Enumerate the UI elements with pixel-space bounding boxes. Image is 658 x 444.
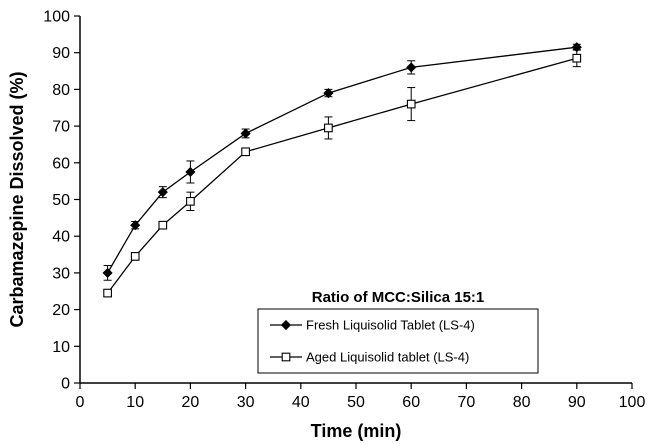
y-tick-label: 100	[43, 9, 70, 26]
data-point	[130, 252, 140, 261]
data-point	[102, 267, 113, 278]
legend-title: Ratio of MCC:Silica 15:1	[312, 289, 485, 306]
x-tick-label: 80	[513, 394, 531, 411]
y-tick-label: 30	[52, 265, 70, 282]
data-point	[240, 128, 251, 139]
x-tick-label: 70	[458, 394, 476, 411]
y-tick-label: 50	[52, 192, 70, 209]
legend-entries: Fresh Liquisolid Tablet (LS-4) Aged Liqui…	[270, 318, 475, 365]
x-tick-label: 20	[182, 394, 200, 411]
legend-box	[257, 308, 539, 374]
legend-entry-2: Aged Liquisolid tablet (LS-4)	[270, 350, 469, 365]
x-tick-label: 100	[619, 394, 646, 411]
series-layer	[102, 42, 582, 298]
data-point	[103, 288, 112, 298]
data-point	[406, 99, 416, 109]
legend-label: Fresh Liquisolid Tablet (LS-4)	[306, 318, 475, 333]
y-tick-label: 20	[52, 302, 70, 319]
x-tick-label: 30	[237, 394, 255, 411]
legend-marker	[280, 319, 292, 331]
x-tick-label: 10	[126, 394, 144, 411]
series-1	[102, 42, 582, 281]
y-axis-ticks: 0 10 20 30 40 50 60 70 80 90 100	[43, 9, 80, 393]
data-point	[323, 88, 334, 99]
data-point	[185, 166, 196, 178]
plot-area: 0 10 20 30 40 50 60 70 80 90 100 0 10 20 30 40 50 60 70 80…	[43, 9, 645, 412]
series-2	[103, 49, 582, 298]
legend: Fresh Liquisolid Tablet (LS-4) Aged Liqui…	[257, 308, 539, 374]
data-point	[241, 147, 250, 157]
x-tick-label: 50	[347, 394, 365, 411]
y-tick-label: 90	[52, 45, 70, 62]
data-point	[572, 53, 582, 63]
x-tick-label: 60	[402, 394, 420, 411]
x-tick-label: 40	[292, 394, 310, 411]
legend-label: Aged Liquisolid tablet (LS-4)	[306, 350, 469, 365]
series-line	[107, 57, 577, 294]
y-axis-title: Carbamazepine Dissolved (%)	[7, 71, 27, 327]
series-line	[107, 46, 577, 274]
data-point	[324, 123, 333, 133]
x-tick-label: 90	[568, 394, 586, 411]
legend-entry-1: Fresh Liquisolid Tablet (LS-4)	[270, 318, 475, 333]
y-tick-label: 0	[61, 376, 70, 393]
x-tick-label: 0	[76, 394, 85, 411]
legend-marker	[281, 352, 291, 362]
x-axis-title: Time (min)	[311, 421, 402, 441]
data-point	[130, 220, 141, 231]
y-tick-label: 80	[52, 82, 70, 99]
data-point	[186, 196, 195, 206]
y-tick-label: 40	[52, 229, 70, 246]
x-axis-ticks: 0 10 20 30 40 50 60 70 80 90 100	[76, 383, 646, 411]
data-point	[158, 220, 168, 230]
y-tick-label: 60	[52, 155, 70, 172]
y-tick-label: 10	[52, 339, 70, 356]
data-point	[406, 62, 417, 73]
data-point	[157, 187, 168, 198]
y-tick-label: 70	[52, 119, 70, 136]
